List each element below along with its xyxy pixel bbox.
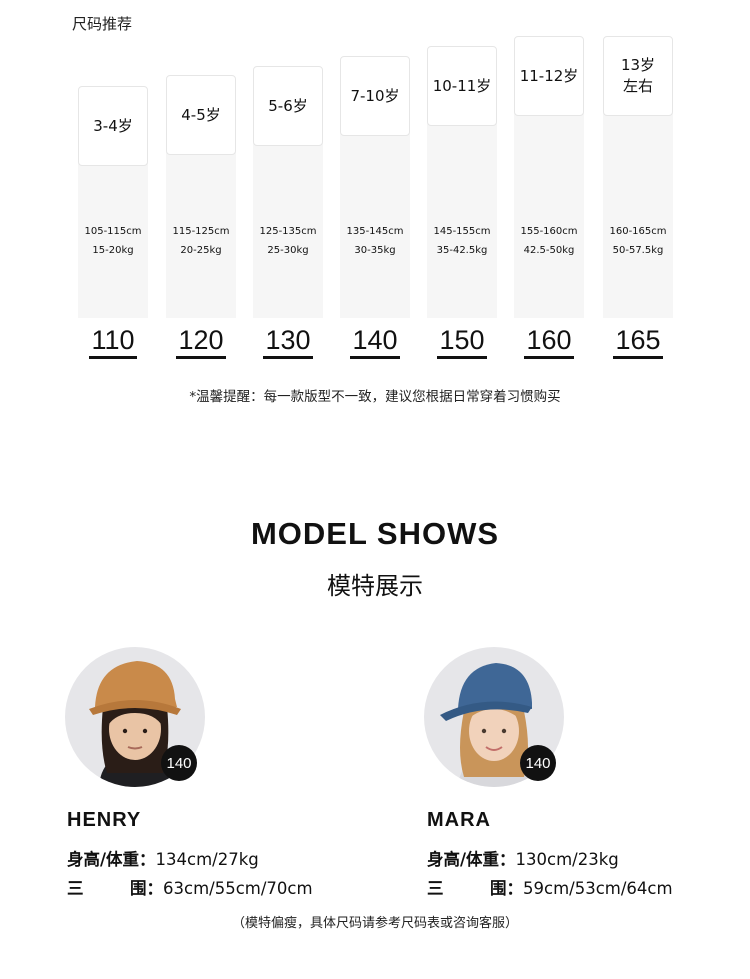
height-weight-label: 身高/体重： [427, 850, 516, 869]
age-box: 3-4岁 [78, 86, 148, 166]
model-avatar [65, 647, 205, 787]
weight-range: 50-57.5kg [612, 245, 664, 256]
age-box: 11-12岁 [514, 36, 584, 116]
size-number: 130 [253, 325, 323, 359]
height-range: 125-135cm [259, 226, 317, 237]
size-column-bg [514, 76, 584, 318]
height-weight-label: 身高/体重： [67, 850, 156, 869]
age-box: 13岁 左右 [603, 36, 673, 116]
size-column: 3-4岁 105-115cm 15-20kg 110 [78, 86, 148, 366]
size-column: 4-5岁 115-125cm 20-25kg 120 [166, 75, 236, 366]
size-column-bg [603, 76, 673, 318]
height-range: 115-125cm [172, 226, 230, 237]
model-name: MARA [427, 809, 491, 831]
size-number: 140 [340, 325, 410, 359]
size-column: 10-11岁 145-155cm 35-42.5kg 150 [427, 46, 497, 366]
height-range: 160-165cm [609, 226, 667, 237]
height-weight-value: 130cm/23kg [515, 850, 619, 869]
size-column: 11-12岁 155-160cm 42.5-50kg 160 [514, 36, 584, 366]
model-name: HENRY [67, 809, 142, 831]
size-note: *温馨提醒：每一款版型不一致，建议您根据日常穿着习惯购买 [189, 389, 561, 405]
weight-range: 42.5-50kg [523, 245, 575, 256]
size-column: 5-6岁 125-135cm 25-30kg 130 [253, 66, 323, 366]
age-box: 10-11岁 [427, 46, 497, 126]
weight-range: 15-20kg [92, 245, 134, 256]
measurements-value: 63cm/55cm/70cm [163, 879, 313, 898]
model-height-weight: 身高/体重：130cm/23kg [427, 846, 619, 870]
model-measurements: 三围： 63cm/55cm/70cm [67, 875, 313, 899]
weight-range: 25-30kg [267, 245, 309, 256]
model-photo-illustration [89, 661, 181, 787]
size-number: 165 [603, 325, 673, 359]
model-shows-title: MODEL SHOWS [250, 516, 500, 551]
age-box: 4-5岁 [166, 75, 236, 155]
height-range: 155-160cm [520, 226, 578, 237]
height-weight-value: 134cm/27kg [155, 850, 259, 869]
model-footnote: （模特偏瘦，具体尺码请参考尺码表或咨询客服） [231, 916, 518, 931]
model-measurements: 三围： 59cm/53cm/64cm [427, 875, 673, 899]
size-number: 160 [514, 325, 584, 359]
size-column: 13岁 左右 160-165cm 50-57.5kg 165 [603, 36, 673, 366]
measurements-value: 59cm/53cm/64cm [523, 879, 673, 898]
height-range: 145-155cm [433, 226, 491, 237]
model-photo-illustration [440, 663, 532, 787]
model-shows-subtitle: 模特展示 [327, 572, 423, 600]
age-box: 5-6岁 [253, 66, 323, 146]
size-number: 120 [166, 325, 236, 359]
size-guide-title: 尺码推荐 [72, 15, 133, 33]
size-badge: 140 [161, 745, 197, 781]
weight-range: 20-25kg [180, 245, 222, 256]
size-badge: 140 [520, 745, 556, 781]
age-box: 7-10岁 [340, 56, 410, 136]
measurements-label: 三围： [67, 879, 163, 898]
weight-range: 30-35kg [354, 245, 396, 256]
measurements-label: 三围： [427, 879, 523, 898]
weight-range: 35-42.5kg [436, 245, 488, 256]
size-number: 150 [427, 325, 497, 359]
model-height-weight: 身高/体重：134cm/27kg [67, 846, 259, 870]
size-number: 110 [78, 325, 148, 359]
size-column: 7-10岁 135-145cm 30-35kg 140 [340, 56, 410, 366]
height-range: 135-145cm [346, 226, 404, 237]
height-range: 105-115cm [84, 226, 142, 237]
